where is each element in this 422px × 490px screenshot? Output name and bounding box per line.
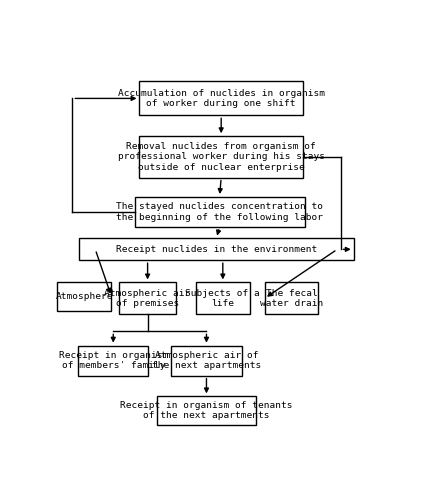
FancyBboxPatch shape	[171, 345, 242, 376]
Text: Accumulation of nuclides in organism
of worker during one shift: Accumulation of nuclides in organism of …	[118, 89, 325, 108]
Text: Removal nuclides from organism of
professional worker during his stays
outside o: Removal nuclides from organism of profes…	[118, 142, 325, 172]
FancyBboxPatch shape	[57, 282, 111, 311]
Text: Receipt nuclides in the environment: Receipt nuclides in the environment	[116, 245, 317, 254]
FancyBboxPatch shape	[139, 136, 303, 178]
Text: The stayed nuclides concentration to
the beginning of the following labor: The stayed nuclides concentration to the…	[116, 202, 323, 221]
FancyBboxPatch shape	[265, 282, 319, 315]
FancyBboxPatch shape	[119, 282, 176, 315]
Text: Subjects of a
life: Subjects of a life	[185, 289, 260, 308]
FancyBboxPatch shape	[139, 81, 303, 116]
FancyBboxPatch shape	[196, 282, 250, 315]
FancyBboxPatch shape	[135, 197, 305, 227]
Text: Atmospheric air of
the next apartments: Atmospheric air of the next apartments	[152, 351, 261, 370]
Text: Receipt in organism
of members' family: Receipt in organism of members' family	[59, 351, 168, 370]
FancyBboxPatch shape	[79, 239, 354, 260]
Text: The fecal
water drain: The fecal water drain	[260, 289, 323, 308]
Text: Receipt in organism of tenants
of the next apartments: Receipt in organism of tenants of the ne…	[120, 401, 293, 420]
FancyBboxPatch shape	[157, 396, 255, 425]
Text: Atmospheric air
of premises: Atmospheric air of premises	[105, 289, 191, 308]
Text: Atmosphere: Atmosphere	[56, 292, 113, 301]
FancyBboxPatch shape	[78, 345, 149, 376]
